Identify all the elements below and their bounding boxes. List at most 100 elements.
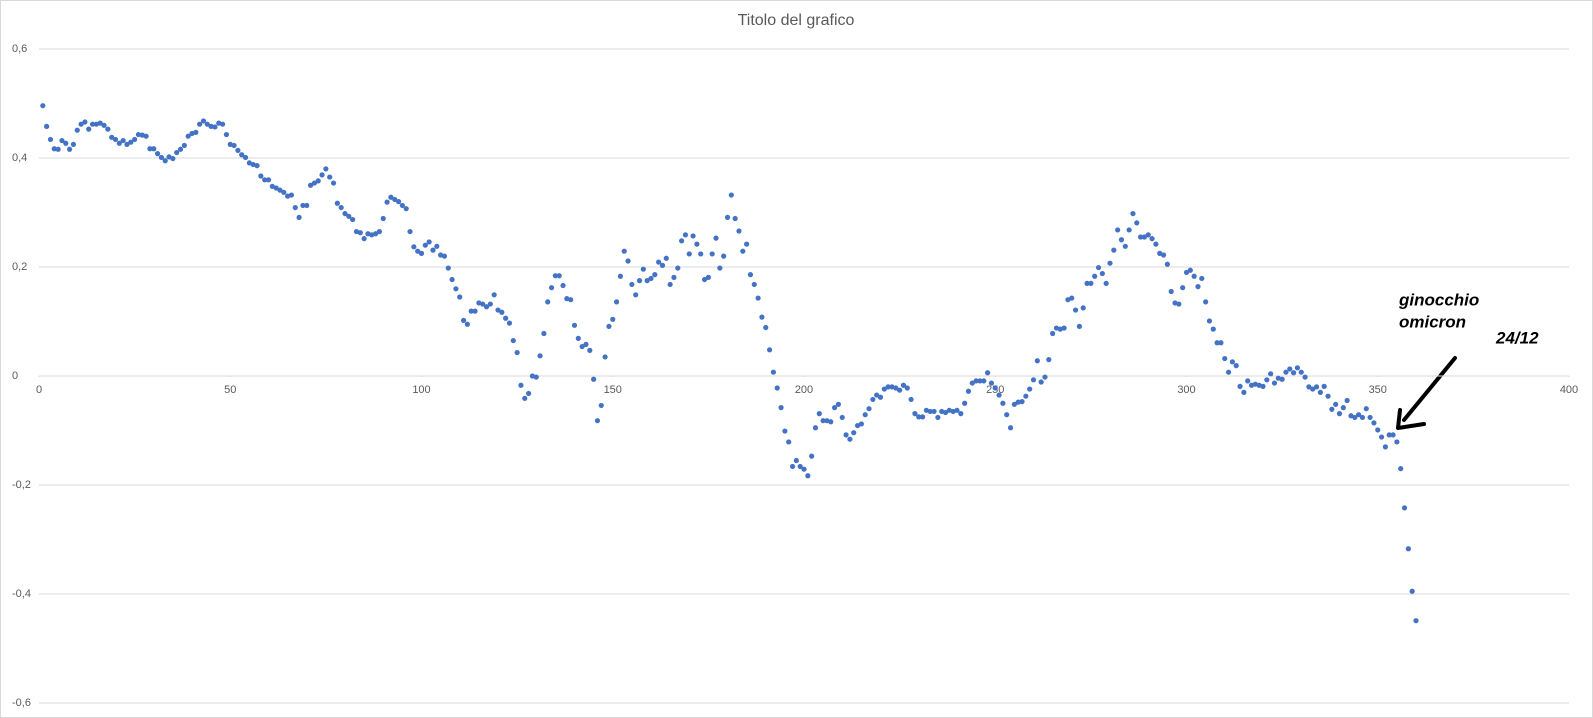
point bbox=[1149, 236, 1155, 242]
point bbox=[315, 178, 321, 184]
point bbox=[457, 294, 463, 300]
point bbox=[273, 185, 279, 191]
point bbox=[1134, 220, 1140, 226]
point bbox=[724, 214, 731, 221]
point bbox=[728, 192, 734, 198]
point bbox=[1329, 406, 1335, 412]
point bbox=[1000, 400, 1006, 406]
point bbox=[1378, 434, 1385, 440]
point bbox=[262, 177, 268, 183]
point bbox=[422, 242, 428, 248]
point bbox=[866, 406, 872, 412]
point bbox=[1176, 301, 1182, 307]
point bbox=[1375, 427, 1381, 433]
point bbox=[1344, 397, 1350, 404]
point bbox=[1210, 326, 1216, 332]
point bbox=[755, 295, 761, 301]
point bbox=[679, 238, 685, 244]
point bbox=[51, 146, 57, 152]
point bbox=[1130, 210, 1136, 217]
point bbox=[636, 278, 643, 284]
point bbox=[985, 370, 991, 376]
point bbox=[105, 126, 111, 132]
point bbox=[606, 323, 612, 330]
point bbox=[1401, 505, 1408, 511]
point bbox=[782, 428, 788, 434]
point bbox=[548, 285, 555, 291]
point bbox=[288, 192, 295, 198]
point bbox=[1313, 384, 1320, 390]
chart-title: Titolo del grafico bbox=[738, 12, 855, 29]
point bbox=[63, 140, 69, 146]
point bbox=[1340, 405, 1346, 411]
point bbox=[1011, 401, 1017, 407]
point bbox=[82, 119, 88, 125]
point bbox=[812, 425, 819, 431]
point bbox=[506, 320, 513, 326]
point bbox=[1336, 411, 1343, 417]
point bbox=[1180, 285, 1186, 291]
point bbox=[594, 418, 601, 424]
point bbox=[147, 146, 153, 152]
point bbox=[912, 411, 918, 417]
point bbox=[380, 215, 386, 222]
point bbox=[885, 384, 891, 390]
point bbox=[499, 309, 505, 315]
point bbox=[832, 405, 838, 411]
point bbox=[1187, 267, 1193, 273]
point bbox=[851, 430, 857, 436]
point bbox=[766, 347, 773, 353]
point bbox=[1260, 383, 1266, 389]
point bbox=[740, 248, 746, 254]
point bbox=[820, 418, 826, 424]
point bbox=[793, 457, 799, 464]
point bbox=[571, 322, 578, 328]
point bbox=[78, 121, 84, 127]
point bbox=[453, 286, 459, 292]
point bbox=[1092, 273, 1098, 279]
point bbox=[560, 282, 566, 289]
point bbox=[518, 382, 524, 388]
point bbox=[1095, 264, 1102, 271]
point bbox=[1126, 227, 1132, 233]
x-tick-label: 100 bbox=[412, 384, 430, 396]
point bbox=[281, 189, 287, 195]
y-tick-label: -0,6 bbox=[12, 697, 31, 709]
point bbox=[510, 337, 516, 344]
point bbox=[1306, 384, 1312, 390]
point bbox=[537, 353, 543, 359]
point bbox=[721, 253, 727, 259]
point bbox=[659, 262, 666, 268]
point bbox=[958, 411, 964, 417]
point bbox=[109, 134, 115, 140]
point bbox=[988, 380, 995, 386]
point bbox=[491, 292, 497, 298]
point bbox=[97, 120, 103, 126]
point bbox=[212, 124, 218, 130]
point bbox=[877, 394, 884, 400]
point bbox=[407, 228, 413, 235]
point bbox=[954, 407, 960, 413]
point bbox=[610, 316, 616, 322]
y-tick-label: 0,6 bbox=[12, 43, 27, 55]
point bbox=[1111, 247, 1117, 253]
point bbox=[185, 133, 191, 139]
point bbox=[1229, 359, 1235, 365]
point bbox=[395, 199, 402, 205]
point bbox=[843, 432, 849, 438]
point bbox=[503, 315, 509, 321]
point bbox=[1088, 280, 1094, 286]
point bbox=[709, 251, 715, 257]
point bbox=[935, 414, 941, 421]
point bbox=[1030, 377, 1037, 383]
point bbox=[1367, 414, 1373, 421]
point bbox=[449, 276, 455, 283]
point bbox=[464, 321, 470, 327]
point bbox=[307, 182, 314, 188]
point bbox=[1042, 374, 1048, 380]
point bbox=[327, 174, 333, 180]
point bbox=[640, 266, 646, 272]
point bbox=[763, 324, 769, 331]
point bbox=[44, 123, 50, 129]
